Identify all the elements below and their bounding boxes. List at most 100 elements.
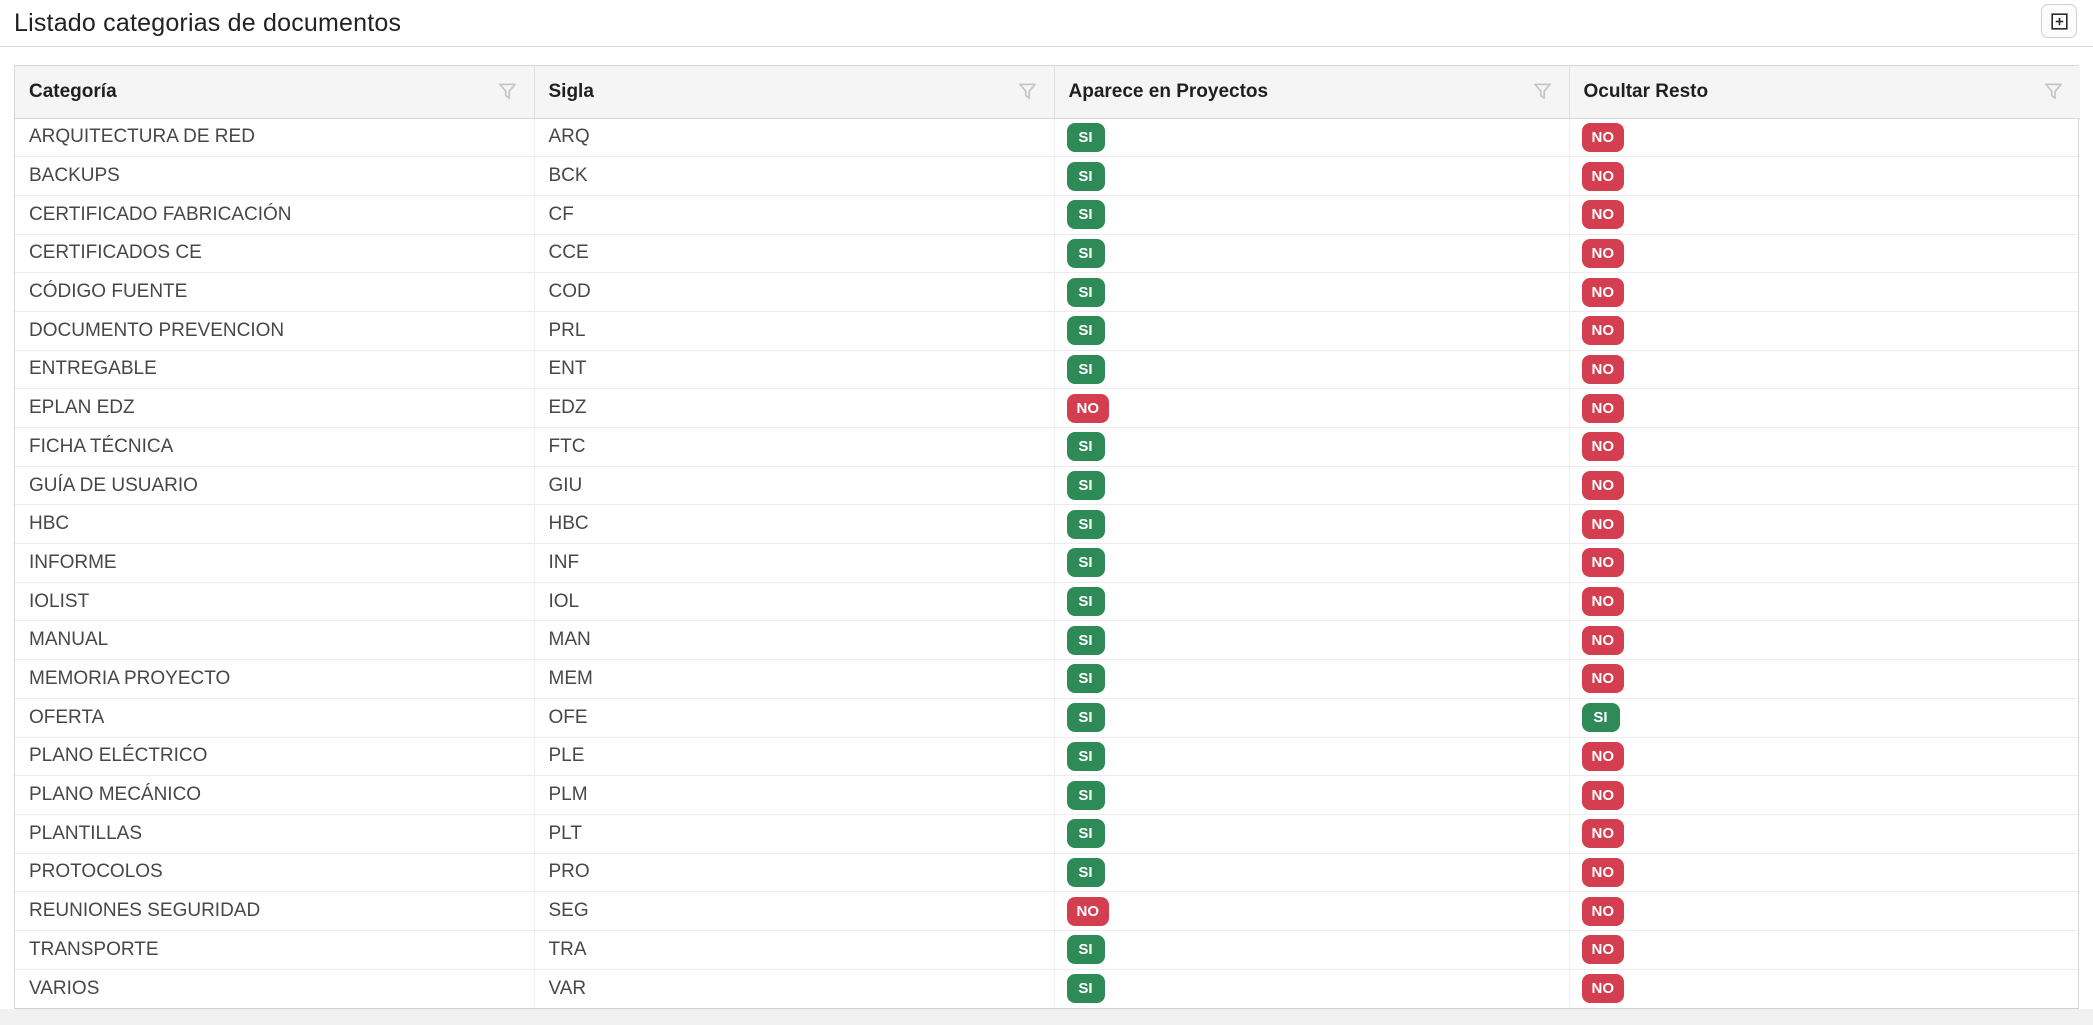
table-row: VARIOS VAR SI NO <box>15 969 2080 1008</box>
yes-status-badge: SI <box>1066 741 1105 771</box>
titlebar: Listado categorias de documentos <box>0 0 2093 47</box>
yes-status-badge: SI <box>1066 587 1105 617</box>
cell-categoria: PROTOCOLOS <box>15 853 534 893</box>
categories-grid: Categoría Sigla Aparece en Proyectos Oculta… <box>14 65 2080 1009</box>
yes-status-badge: SI <box>1581 703 1620 733</box>
no-status-badge: NO <box>1581 587 1624 617</box>
no-status-badge: NO <box>1581 896 1624 926</box>
cell-categoria: MANUAL <box>15 620 534 661</box>
cell-ocultar: NO <box>1568 156 2080 196</box>
no-status-badge: NO <box>1581 548 1624 578</box>
cell-ocultar: NO <box>1568 814 2080 854</box>
cell-categoria: PLANTILLAS <box>15 814 534 854</box>
column-header-sigla: Sigla <box>533 66 1054 118</box>
categories-table: Categoría Sigla Aparece en Proyectos Oculta… <box>15 66 2080 1008</box>
cell-categoria: PLANO ELÉCTRICO <box>15 737 534 777</box>
filter-icon[interactable] <box>1532 81 1553 102</box>
cell-sigla: GIU <box>533 466 1054 506</box>
cell-categoria: FICHA TÉCNICA <box>15 427 534 467</box>
table-row: PLANO MECÁNICO PLM SI NO <box>15 775 2080 815</box>
table-row: MEMORIA PROYECTO MEM SI NO <box>15 659 2080 699</box>
cell-sigla: ENT <box>533 350 1054 390</box>
cell-ocultar: NO <box>1568 891 2080 931</box>
yes-status-badge: SI <box>1066 974 1105 1004</box>
cell-aparece: SI <box>1053 659 1569 699</box>
table-row: TRANSPORTE TRA SI NO <box>15 930 2080 970</box>
cell-categoria: EPLAN EDZ <box>15 388 534 428</box>
no-status-badge: NO <box>1581 857 1624 887</box>
cell-aparece: SI <box>1053 620 1569 661</box>
cell-ocultar: NO <box>1568 737 2080 777</box>
cell-ocultar: NO <box>1568 272 2080 312</box>
cell-aparece: SI <box>1053 582 1569 622</box>
cell-sigla: PLT <box>533 814 1054 854</box>
cell-categoria: ENTREGABLE <box>15 350 534 390</box>
yes-status-badge: SI <box>1066 780 1105 810</box>
cell-aparece: SI <box>1053 350 1569 390</box>
table-row: CÓDIGO FUENTE COD SI NO <box>15 272 2080 312</box>
no-status-badge: NO <box>1581 741 1624 771</box>
cell-aparece: SI <box>1053 195 1569 235</box>
table-header-row: Categoría Sigla Aparece en Proyectos Oculta… <box>15 66 2080 118</box>
cell-ocultar: NO <box>1568 504 2080 545</box>
page-title: Listado categorias de documentos <box>14 8 402 37</box>
horizontal-scrollbar-track[interactable] <box>0 1009 2093 1025</box>
yes-status-badge: SI <box>1066 200 1105 230</box>
cell-ocultar: SI <box>1568 698 2080 738</box>
cell-ocultar: NO <box>1568 350 2080 390</box>
cell-aparece: NO <box>1053 388 1569 428</box>
cell-sigla: FTC <box>533 427 1054 467</box>
no-status-badge: NO <box>1581 393 1624 423</box>
cell-sigla: INF <box>533 543 1054 583</box>
yes-status-badge: SI <box>1066 471 1105 501</box>
cell-aparece: SI <box>1053 234 1569 274</box>
no-status-badge: NO <box>1581 471 1624 501</box>
yes-status-badge: SI <box>1066 857 1105 887</box>
table-row: PROTOCOLOS PRO SI NO <box>15 853 2080 893</box>
yes-status-badge: SI <box>1066 935 1105 965</box>
cell-sigla: HBC <box>533 504 1054 545</box>
no-status-badge: NO <box>1581 974 1624 1004</box>
cell-aparece: SI <box>1053 930 1569 970</box>
cell-ocultar: NO <box>1568 930 2080 970</box>
cell-ocultar: NO <box>1568 659 2080 699</box>
filter-icon[interactable] <box>1017 81 1038 102</box>
cell-categoria: PLANO MECÁNICO <box>15 775 534 815</box>
table-row: REUNIONES SEGURIDAD SEG NO NO <box>15 891 2080 931</box>
cell-categoria: INFORME <box>15 543 534 583</box>
no-status-badge: NO <box>1581 625 1624 655</box>
cell-sigla: COD <box>533 272 1054 312</box>
filter-icon[interactable] <box>2043 81 2064 102</box>
table-row: PLANO ELÉCTRICO PLE SI NO <box>15 737 2080 777</box>
cell-sigla: ARQ <box>533 118 1054 158</box>
no-status-badge: NO <box>1581 316 1624 346</box>
yes-status-badge: SI <box>1066 664 1105 694</box>
table-row: DOCUMENTO PREVENCION PRL SI NO <box>15 311 2080 351</box>
cell-ocultar: NO <box>1568 388 2080 428</box>
cell-categoria: BACKUPS <box>15 156 534 196</box>
cell-ocultar: NO <box>1568 427 2080 467</box>
cell-sigla: PRL <box>533 311 1054 351</box>
cell-sigla: CCE <box>533 234 1054 274</box>
expand-plus-icon <box>2050 12 2069 31</box>
yes-status-badge: SI <box>1066 316 1105 346</box>
cell-aparece: SI <box>1053 504 1569 545</box>
cell-sigla: PLE <box>533 737 1054 777</box>
cell-aparece: SI <box>1053 737 1569 777</box>
cell-sigla: OFE <box>533 698 1054 738</box>
cell-sigla: EDZ <box>533 388 1054 428</box>
cell-sigla: BCK <box>533 156 1054 196</box>
no-status-badge: NO <box>1581 161 1624 191</box>
cell-aparece: NO <box>1053 891 1569 931</box>
cell-ocultar: NO <box>1568 234 2080 274</box>
column-label: Aparece en Proyectos <box>1068 80 1269 102</box>
cell-sigla: MAN <box>533 620 1054 661</box>
table-row: EPLAN EDZ EDZ NO NO <box>15 388 2080 428</box>
expand-button[interactable] <box>2041 4 2077 38</box>
filter-icon[interactable] <box>497 81 518 102</box>
column-header-categoria: Categoría <box>15 66 534 118</box>
cell-ocultar: NO <box>1568 195 2080 235</box>
yes-status-badge: SI <box>1066 161 1105 191</box>
cell-ocultar: NO <box>1568 620 2080 661</box>
table-row: CERTIFICADOS CE CCE SI NO <box>15 234 2080 274</box>
